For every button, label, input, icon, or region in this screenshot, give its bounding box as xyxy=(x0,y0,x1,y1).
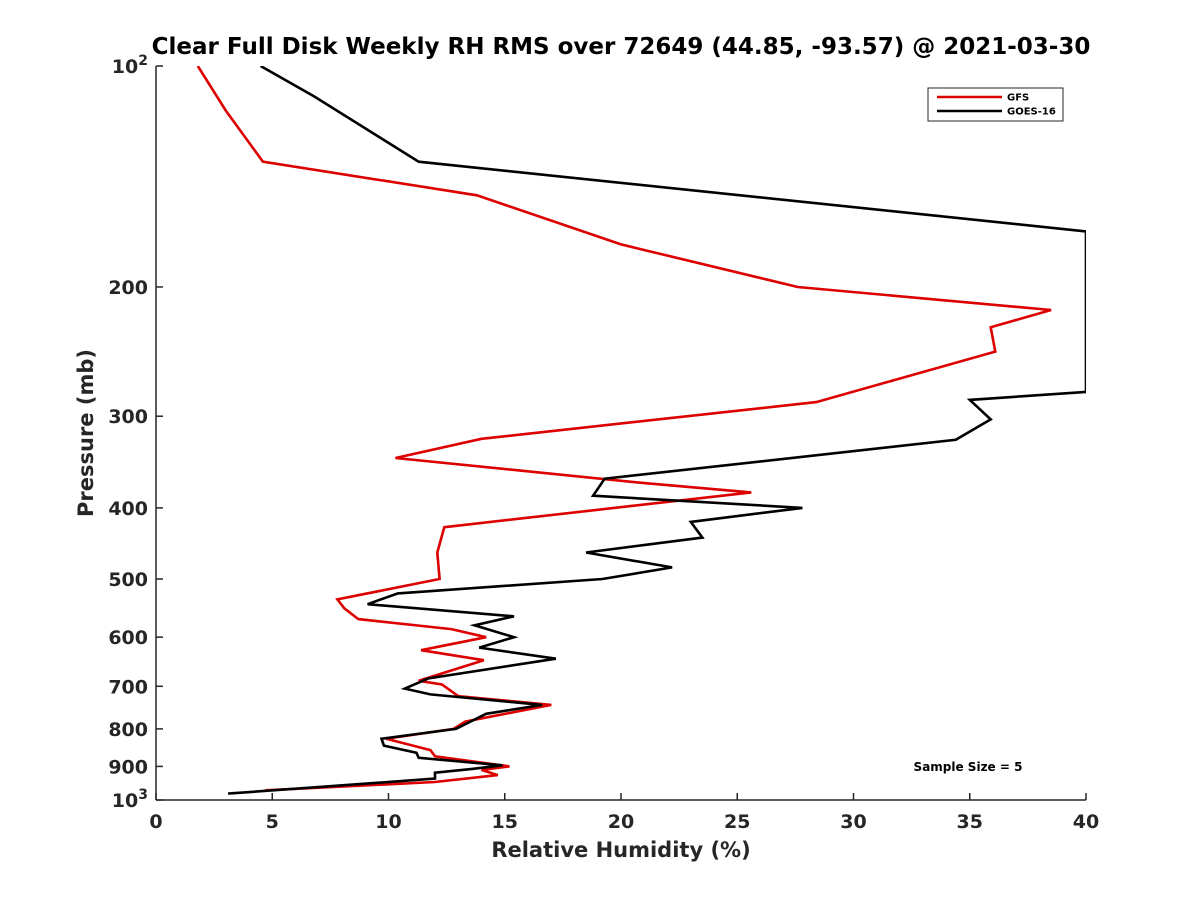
y-tick-label: 200 xyxy=(108,277,148,299)
plot-area: 0 5 10 15 20 25 30 35 40 10220030040050060070080… xyxy=(108,53,1099,833)
y-axis-label: Pressure (mb) xyxy=(74,349,98,517)
x-tick-label: 30 xyxy=(840,811,866,833)
y-tick-label: 800 xyxy=(108,719,148,741)
legend-label-gfs: GFS xyxy=(1007,93,1029,104)
y-tick-label: 400 xyxy=(108,498,148,520)
legend-box xyxy=(927,87,1064,122)
y-tick-label: 500 xyxy=(108,569,148,591)
x-axis-ticks: 0 5 10 15 20 25 30 35 40 xyxy=(149,793,1099,833)
x-tick-label: 15 xyxy=(492,811,518,833)
x-tick-label: 0 xyxy=(149,811,162,833)
sample-size-annotation: Sample Size = 5 xyxy=(914,760,1023,774)
x-axis-label: Relative Humidity (%) xyxy=(491,838,750,862)
series-line-goes-16 xyxy=(228,66,1086,795)
series-line-gfs xyxy=(196,66,1052,792)
x-tick-label: 20 xyxy=(608,811,634,833)
x-tick-label: 5 xyxy=(266,811,279,833)
y-tick-label: 700 xyxy=(108,676,148,698)
x-tick-label: 35 xyxy=(957,811,983,833)
y-tick-label: 300 xyxy=(108,406,148,428)
legend-label-goes16: GOES-16 xyxy=(1007,107,1056,118)
series-layer xyxy=(196,66,1086,795)
legend: GFS GOES-16 xyxy=(927,87,1064,122)
y-tick-label: 600 xyxy=(108,627,148,649)
chart-title: Clear Full Disk Weekly RH RMS over 72649… xyxy=(152,34,1091,60)
x-tick-label: 40 xyxy=(1073,811,1099,833)
x-tick-label: 10 xyxy=(375,811,401,833)
x-tick-label: 25 xyxy=(724,811,750,833)
y-tick-label: 900 xyxy=(108,756,148,778)
